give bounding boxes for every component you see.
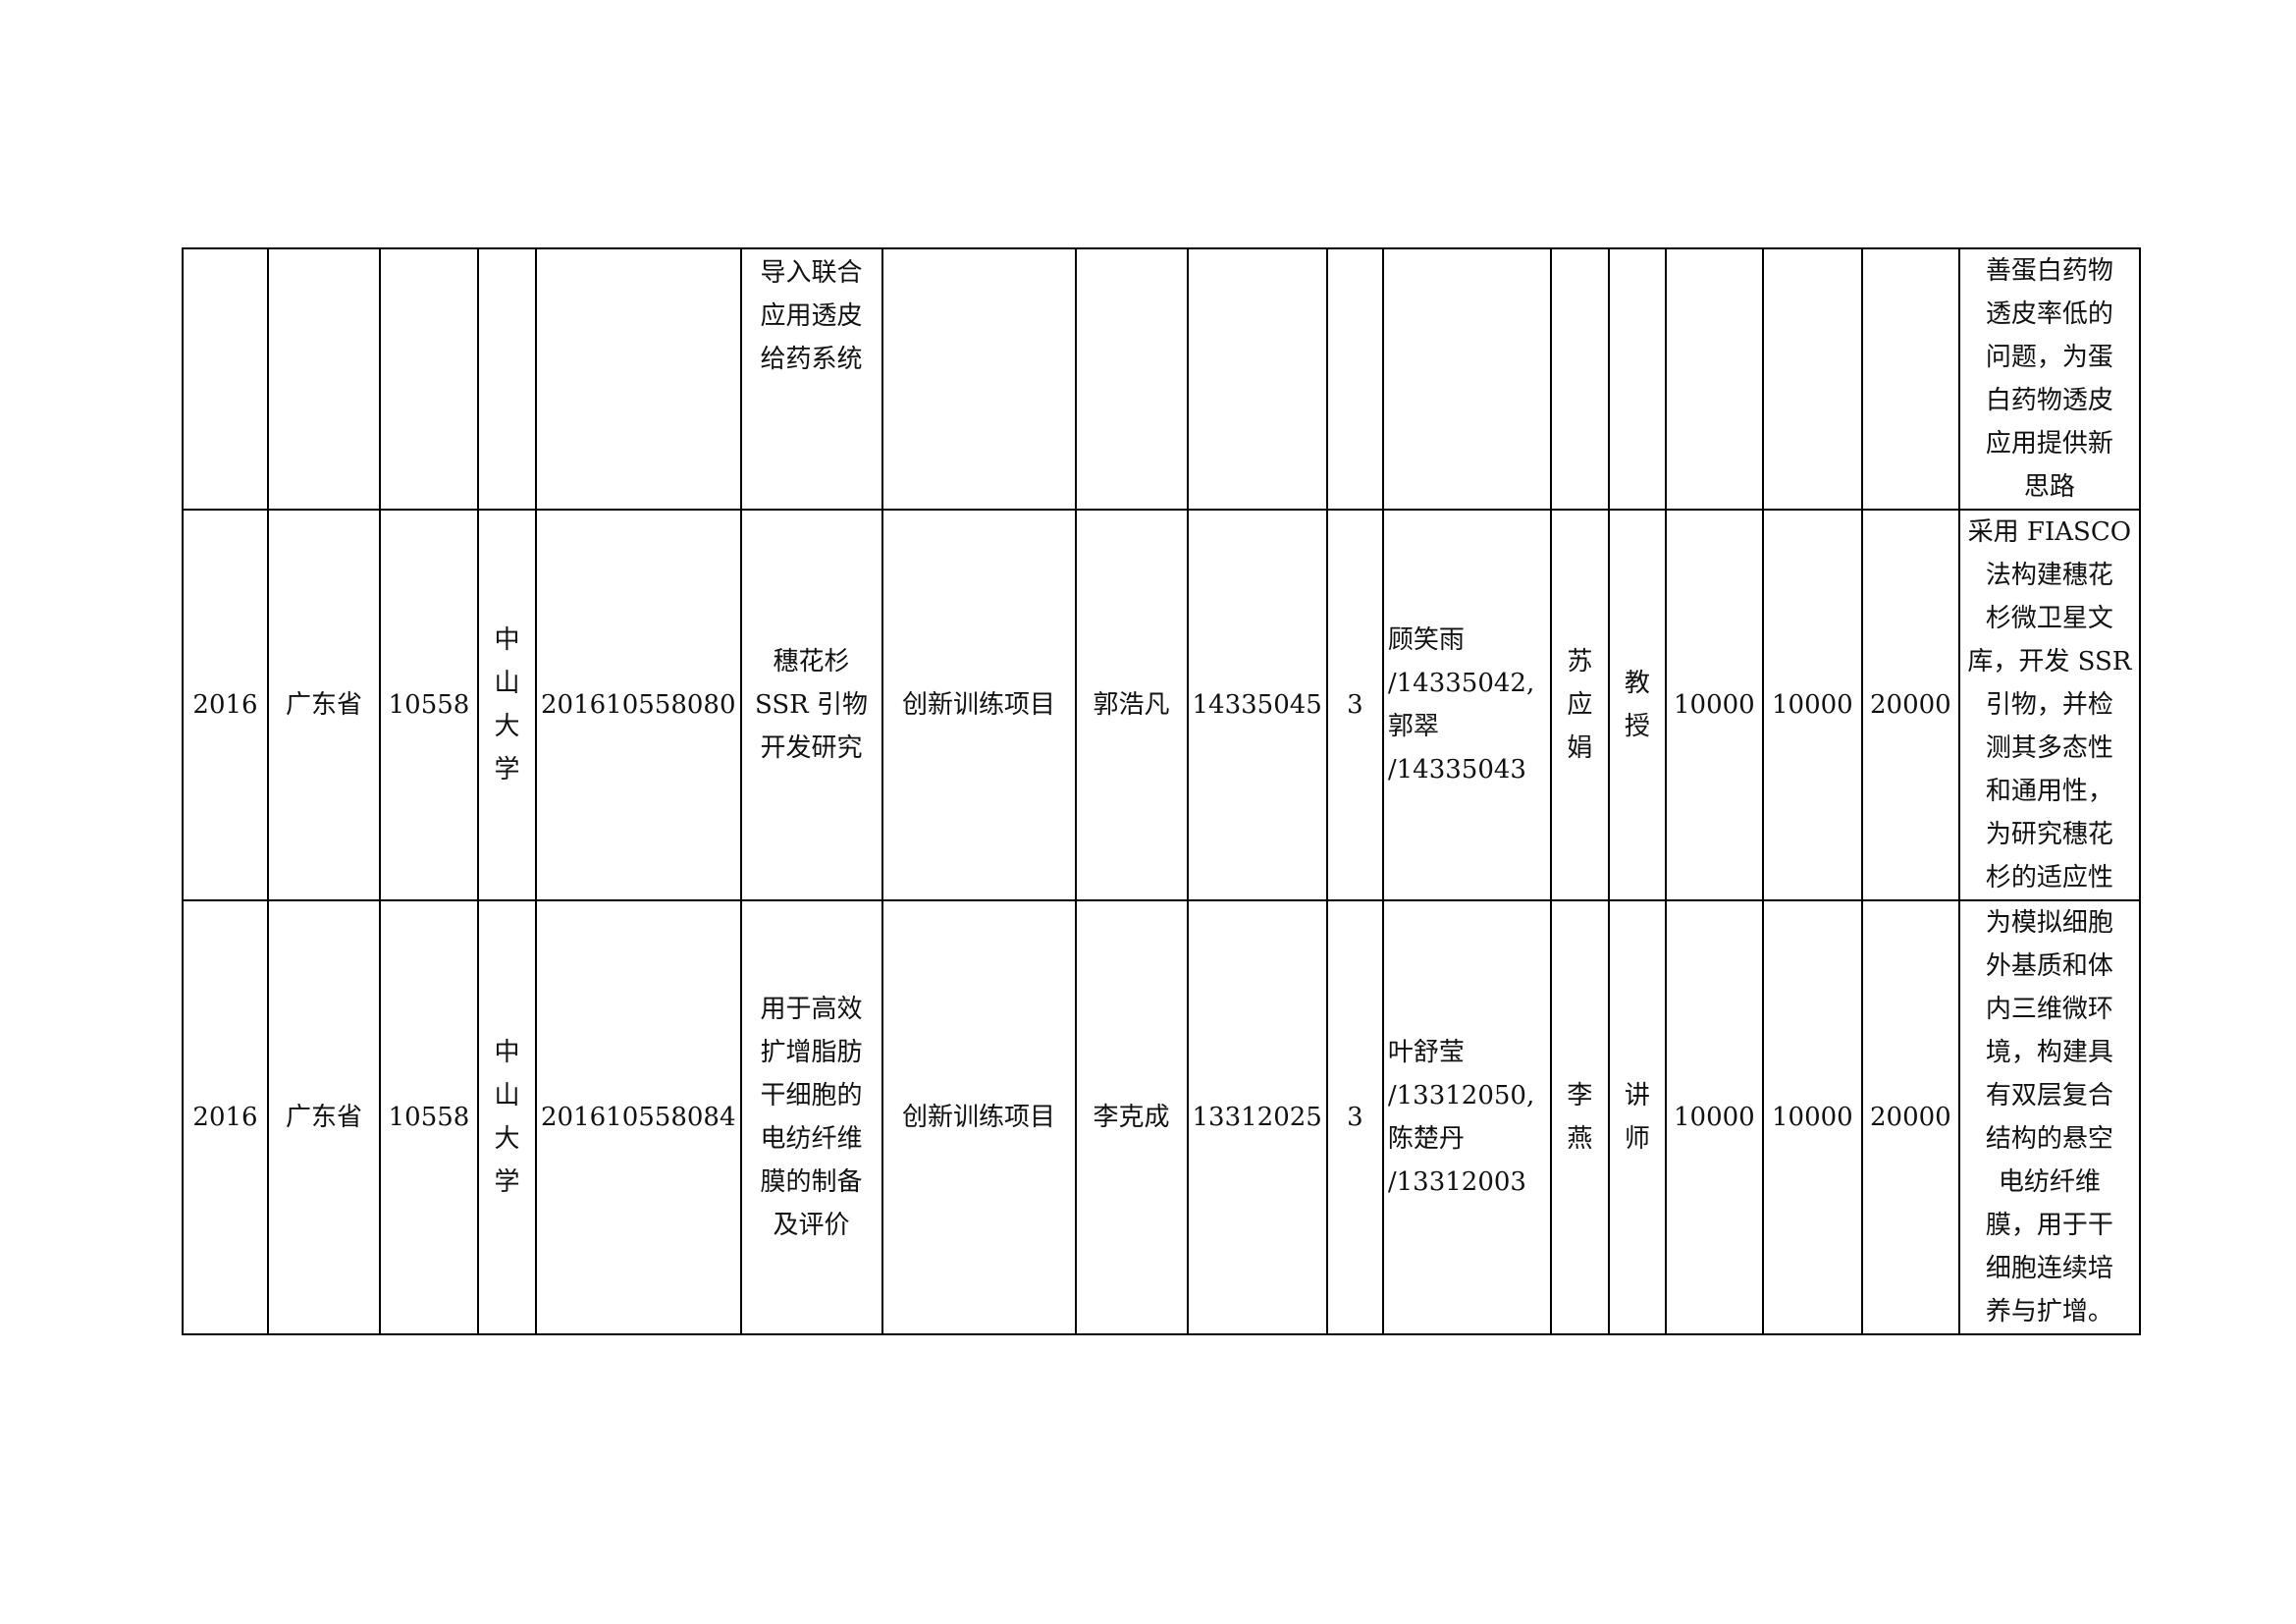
cell-province: 广东省 [267, 899, 381, 1335]
cell-province: 广东省 [267, 509, 381, 901]
cell-members: 顾笑雨 /14335042, 郭翠 /14335043 [1381, 509, 1552, 901]
cell-title [1607, 247, 1667, 511]
cell-count [1325, 247, 1384, 511]
cell-fund1: 10000 [1664, 509, 1764, 901]
cell-year [182, 247, 269, 511]
cell-total [1860, 247, 1960, 511]
cell-count: 3 [1325, 899, 1384, 1335]
cell-year: 2016 [182, 899, 269, 1335]
cell-type: 创新训练项目 [881, 899, 1077, 1335]
cell-leader-id [1186, 247, 1328, 511]
table-row: 2016 广东省 10558 中 山 大 学 201610558080 穗花杉 SSR 引… [182, 509, 2141, 901]
cell-advisor: 苏 应 娟 [1549, 509, 1610, 901]
cell-members [1381, 247, 1552, 511]
cell-leader-id: 13312025 [1186, 899, 1328, 1335]
cell-summary: 为模拟细胞 外基质和体 内三维微环 境，构建具 有双层复合 结构的悬空 电纺纤维… [1957, 899, 2141, 1335]
cell-leader: 李克成 [1074, 899, 1189, 1335]
cell-count: 3 [1325, 509, 1384, 901]
table-row: 2016 广东省 10558 中 山 大 学 201610558084 用于高效 扩增脂肪… [182, 899, 2141, 1335]
project-table: 导入联合 应用透皮 给药系统 善蛋白药物 透皮率低的 问题，为蛋 白药物透皮 应用… [182, 247, 2141, 1335]
cell-project-no [535, 247, 742, 511]
cell-province [267, 247, 381, 511]
cell-year: 2016 [182, 509, 269, 901]
cell-fund2: 10000 [1761, 899, 1863, 1335]
cell-code: 10558 [379, 899, 479, 1335]
cell-fund1 [1664, 247, 1764, 511]
cell-title: 教 授 [1607, 509, 1667, 901]
cell-members: 叶舒莹 /13312050, 陈楚丹 /13312003 [1381, 899, 1552, 1335]
cell-project-name: 导入联合 应用透皮 给药系统 [739, 247, 883, 511]
cell-project-no: 201610558080 [535, 509, 742, 901]
cell-title: 讲 师 [1607, 899, 1667, 1335]
cell-total: 20000 [1860, 509, 1960, 901]
cell-university: 中 山 大 学 [477, 899, 537, 1335]
cell-leader-id: 14335045 [1186, 509, 1328, 901]
cell-type: 创新训练项目 [881, 509, 1077, 901]
cell-leader [1074, 247, 1189, 511]
table-row: 导入联合 应用透皮 给药系统 善蛋白药物 透皮率低的 问题，为蛋 白药物透皮 应用… [182, 247, 2141, 511]
cell-advisor [1549, 247, 1610, 511]
cell-university: 中 山 大 学 [477, 509, 537, 901]
cell-leader: 郭浩凡 [1074, 509, 1189, 901]
cell-project-no: 201610558084 [535, 899, 742, 1335]
cell-summary: 善蛋白药物 透皮率低的 问题，为蛋 白药物透皮 应用提供新 思路 [1957, 247, 2141, 511]
cell-project-name: 用于高效 扩增脂肪 干细胞的 电纺纤维 膜的制备 及评价 [739, 899, 883, 1335]
cell-code: 10558 [379, 509, 479, 901]
cell-type [881, 247, 1077, 511]
cell-university [477, 247, 537, 511]
cell-total: 20000 [1860, 899, 1960, 1335]
cell-project-name: 穗花杉 SSR 引物 开发研究 [739, 509, 883, 901]
cell-code [379, 247, 479, 511]
cell-advisor: 李 燕 [1549, 899, 1610, 1335]
cell-fund1: 10000 [1664, 899, 1764, 1335]
cell-fund2: 10000 [1761, 509, 1863, 901]
cell-summary: 采用 FIASCO 法构建穗花 杉微卫星文 库，开发 SSR 引物，并检 测其多… [1957, 509, 2141, 901]
cell-fund2 [1761, 247, 1863, 511]
